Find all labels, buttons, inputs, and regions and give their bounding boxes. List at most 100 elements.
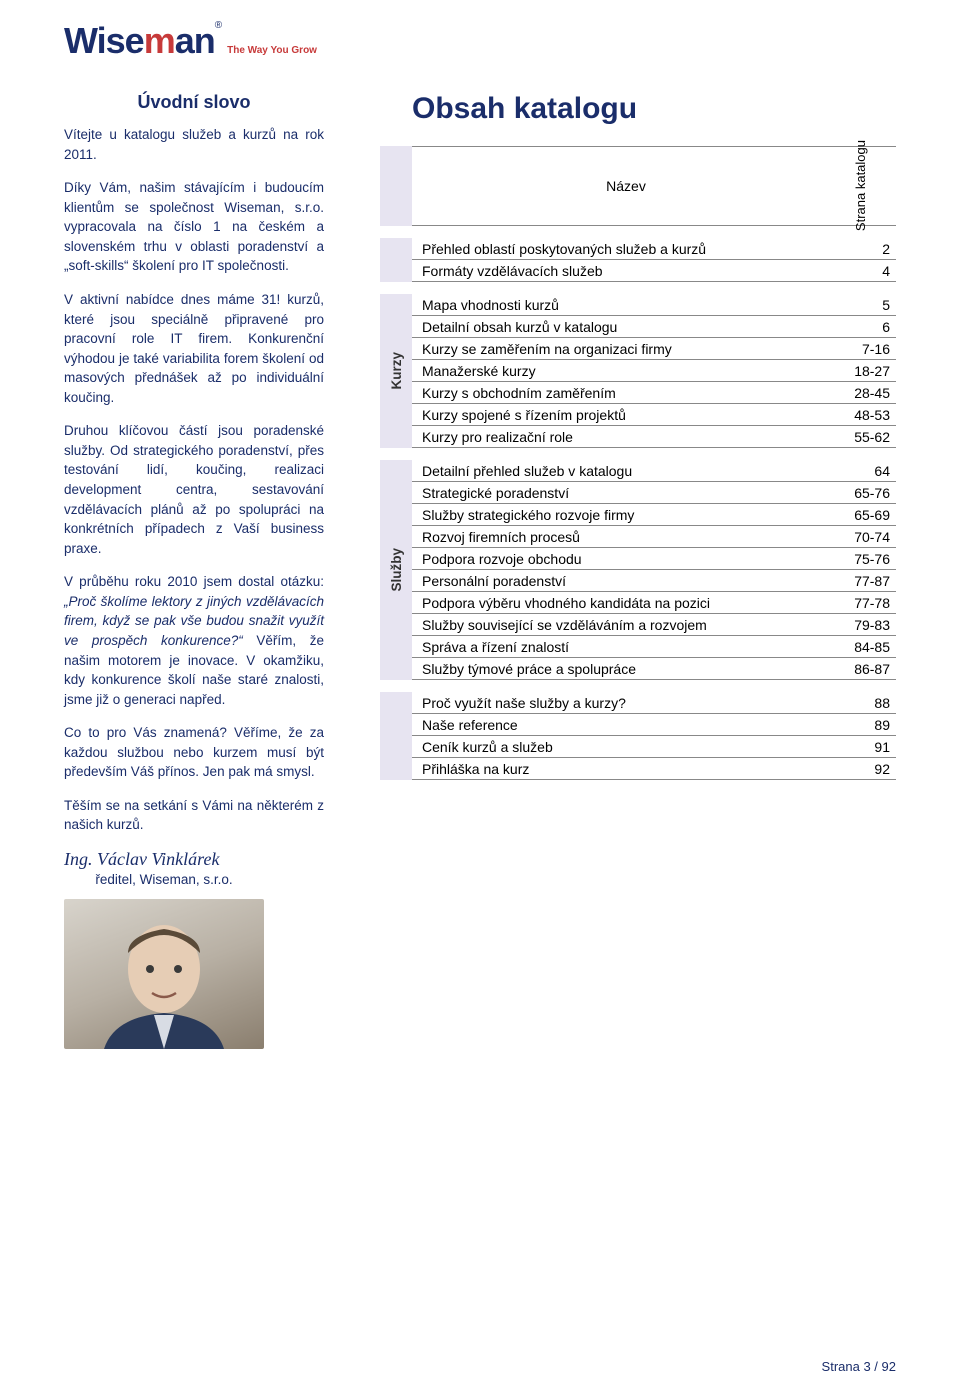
intro-p2: Díky Vám, našim stávajícím i budoucím kl… — [64, 178, 324, 276]
toc-row[interactable]: Služby strategického rozvoje firmy65-69 — [412, 504, 896, 526]
author-photo — [64, 899, 264, 1049]
toc-row[interactable]: Služby týmové práce a spolupráce86-87 — [412, 658, 896, 680]
toc-row-page: 92 — [830, 761, 890, 777]
toc-row-name: Detailní přehled služeb v katalogu — [422, 463, 830, 479]
toc-row-name: Ceník kurzů a služeb — [422, 739, 830, 755]
toc-row[interactable]: Přihláška na kurz92 — [412, 758, 896, 780]
toc-row-name: Proč využít naše služby a kurzy? — [422, 695, 830, 711]
toc-row[interactable]: Detailní přehled služeb v katalogu64 — [412, 460, 896, 482]
toc-rows: Mapa vhodnosti kurzů5Detailní obsah kurz… — [412, 294, 896, 448]
toc-row-name: Formáty vzdělávacích služeb — [422, 263, 830, 279]
toc-row[interactable]: Naše reference89 — [412, 714, 896, 736]
toc-group: Přehled oblastí poskytovaných služeb a k… — [380, 238, 896, 282]
toc-row-page: 5 — [830, 297, 890, 313]
toc-row[interactable]: Mapa vhodnosti kurzů5 — [412, 294, 896, 316]
signature-name: Ing. Václav Vinklárek — [64, 849, 324, 870]
toc-row-page: 65-69 — [830, 507, 890, 523]
toc-header-row: Název Strana katalogu — [412, 146, 896, 226]
toc-row-name: Kurzy pro realizační role — [422, 429, 830, 445]
toc-tab-label: Kurzy — [389, 352, 404, 390]
toc-row-page: 64 — [830, 463, 890, 479]
intro-p3: V aktivní nabídce dnes máme 31! kurzů, k… — [64, 290, 324, 407]
toc-row-page: 4 — [830, 263, 890, 279]
toc-row-name: Kurzy spojené s řízením projektů — [422, 407, 830, 423]
toc-row-page: 77-78 — [830, 595, 890, 611]
toc-row[interactable]: Rozvoj firemních procesů70-74 — [412, 526, 896, 548]
toc-row[interactable]: Služby související se vzděláváním a rozv… — [412, 614, 896, 636]
toc-rows: Přehled oblastí poskytovaných služeb a k… — [412, 238, 896, 282]
toc-row-name: Přihláška na kurz — [422, 761, 830, 777]
toc-row-page: 55-62 — [830, 429, 890, 445]
intro-p5a: V průběhu roku 2010 jsem dostal otázku: — [64, 574, 324, 589]
toc-row-name: Kurzy s obchodním zaměřením — [422, 385, 830, 401]
toc-row-name: Kurzy se zaměřením na organizaci firmy — [422, 341, 830, 357]
toc-row[interactable]: Správa a řízení znalostí84-85 — [412, 636, 896, 658]
toc-row-name: Manažerské kurzy — [422, 363, 830, 379]
toc-row[interactable]: Kurzy se zaměřením na organizaci firmy7-… — [412, 338, 896, 360]
toc-row[interactable]: Manažerské kurzy18-27 — [412, 360, 896, 382]
intro-column: Úvodní slovo Vítejte u katalogu služeb a… — [64, 92, 324, 1049]
toc-rows: Detailní přehled služeb v katalogu64Stra… — [412, 460, 896, 680]
toc-group: Proč využít naše služby a kurzy?88Naše r… — [380, 692, 896, 780]
toc-row-name: Služby strategického rozvoje firmy — [422, 507, 830, 523]
toc-row-page: 91 — [830, 739, 890, 755]
toc-title: Obsah katalogu — [412, 92, 896, 126]
intro-p4: Druhou klíčovou částí jsou poradenské sl… — [64, 421, 324, 558]
toc-row[interactable]: Podpora rozvoje obchodu75-76 — [412, 548, 896, 570]
intro-p1: Vítejte u katalogu služeb a kurzů na rok… — [64, 125, 324, 164]
toc-row[interactable]: Kurzy spojené s řízením projektů48-53 — [412, 404, 896, 426]
toc-group: Služby Detailní přehled služeb v katalogu… — [380, 460, 896, 680]
toc-row[interactable]: Kurzy pro realizační role55-62 — [412, 426, 896, 448]
toc-row[interactable]: Podpora výběru vhodného kandidáta na poz… — [412, 592, 896, 614]
logo-brand-left: Wise — [64, 20, 144, 61]
toc-row-name: Mapa vhodnosti kurzů — [422, 297, 830, 313]
toc-row-page: 70-74 — [830, 529, 890, 545]
logo: Wiseman® The Way You Grow — [64, 20, 896, 62]
toc-body: Přehled oblastí poskytovaných služeb a k… — [380, 238, 896, 780]
toc-row-name: Služby týmové práce a spolupráce — [422, 661, 830, 677]
page-footer: Strana 3 / 92 — [822, 1359, 896, 1374]
logo-reg: ® — [215, 20, 221, 31]
toc-group-tab: Kurzy — [380, 294, 412, 448]
toc-header-block: Název Strana katalogu — [380, 146, 896, 226]
toc-rows: Proč využít naše služby a kurzy?88Naše r… — [412, 692, 896, 780]
toc-row-name: Detailní obsah kurzů v katalogu — [422, 319, 830, 335]
toc-row-page: 79-83 — [830, 617, 890, 633]
toc-row[interactable]: Strategické poradenství65-76 — [412, 482, 896, 504]
toc-row[interactable]: Personální poradenství77-87 — [412, 570, 896, 592]
toc-row-name: Služby související se vzděláváním a rozv… — [422, 617, 830, 633]
toc-row-name: Rozvoj firemních procesů — [422, 529, 830, 545]
toc-row-page: 75-76 — [830, 551, 890, 567]
toc-row-page: 86-87 — [830, 661, 890, 677]
toc-row[interactable]: Detailní obsah kurzů v katalogu6 — [412, 316, 896, 338]
toc-row-name: Strategické poradenství — [422, 485, 830, 501]
toc-tab-label: Služby — [389, 548, 404, 592]
toc-row[interactable]: Kurzy s obchodním zaměřením28-45 — [412, 382, 896, 404]
toc-row-page: 6 — [830, 319, 890, 335]
toc-row-name: Podpora rozvoje obchodu — [422, 551, 830, 567]
toc-group: KurzyMapa vhodnosti kurzů5Detailní obsah… — [380, 294, 896, 448]
toc-row-page: 2 — [830, 241, 890, 257]
intro-p6: Co to pro Vás znamená? Věříme, že za kaž… — [64, 723, 324, 782]
toc-row-name: Správa a řízení znalostí — [422, 639, 830, 655]
toc-row-page: 48-53 — [830, 407, 890, 423]
toc-row-name: Přehled oblastí poskytovaných služeb a k… — [422, 241, 830, 257]
toc-header-page: Strana katalogu — [830, 140, 890, 231]
toc-row-name: Naše reference — [422, 717, 830, 733]
toc-row[interactable]: Ceník kurzů a služeb91 — [412, 736, 896, 758]
toc-row-page: 7-16 — [830, 341, 890, 357]
toc-row[interactable]: Proč využít naše služby a kurzy?88 — [412, 692, 896, 714]
toc-row-page: 65-76 — [830, 485, 890, 501]
logo-text: Wiseman® — [64, 20, 221, 62]
toc-row[interactable]: Formáty vzdělávacích služeb4 — [412, 260, 896, 282]
toc-group-tab: Služby — [380, 460, 412, 680]
intro-p5: V průběhu roku 2010 jsem dostal otázku: … — [64, 572, 324, 709]
signature-sub: ředitel, Wiseman, s.r.o. — [64, 872, 264, 887]
intro-p7: Těším se na setkání s Vámi na některém z… — [64, 796, 324, 835]
toc-group-tab — [380, 238, 412, 282]
logo-tagline: The Way You Grow — [227, 45, 317, 56]
toc-header-tab — [380, 146, 412, 226]
toc-row-page: 84-85 — [830, 639, 890, 655]
toc-row[interactable]: Přehled oblastí poskytovaných služeb a k… — [412, 238, 896, 260]
toc-row-name: Podpora výběru vhodného kandidáta na poz… — [422, 595, 830, 611]
